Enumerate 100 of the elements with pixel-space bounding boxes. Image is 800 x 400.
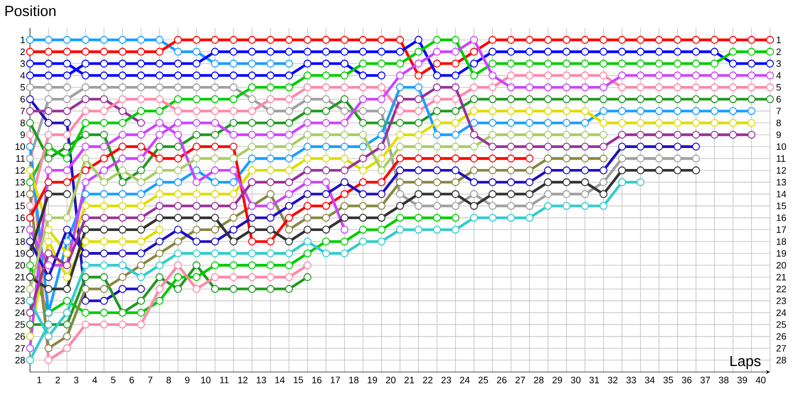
x-tick-label: 18 <box>349 376 359 384</box>
point <box>526 202 534 210</box>
point <box>230 118 238 127</box>
point <box>230 190 238 198</box>
point <box>211 249 219 258</box>
point <box>100 202 108 210</box>
point <box>470 178 478 186</box>
point <box>211 95 219 104</box>
point <box>63 285 71 293</box>
point <box>192 249 200 258</box>
point <box>156 154 164 162</box>
point <box>44 60 52 68</box>
point <box>248 238 256 246</box>
point <box>618 142 626 151</box>
point <box>414 214 422 222</box>
point <box>526 72 534 80</box>
point <box>118 190 126 198</box>
point <box>44 261 52 270</box>
point <box>211 190 219 198</box>
point <box>100 95 108 104</box>
x-tick-label: 19 <box>368 376 377 384</box>
point <box>636 107 644 115</box>
point <box>470 48 478 56</box>
point <box>100 285 108 293</box>
point <box>396 36 404 44</box>
point <box>266 178 274 186</box>
point <box>396 166 404 174</box>
point <box>488 154 496 162</box>
point <box>581 95 589 104</box>
point <box>100 154 108 162</box>
point <box>507 118 515 127</box>
point <box>748 83 756 92</box>
point <box>488 83 496 92</box>
x-tick-label: 34 <box>644 376 655 384</box>
point <box>266 202 274 210</box>
point <box>340 190 348 198</box>
point <box>285 36 293 44</box>
point <box>137 320 145 328</box>
point <box>674 118 682 127</box>
point <box>82 226 90 234</box>
point <box>82 60 90 68</box>
point <box>266 95 274 104</box>
point <box>26 344 34 352</box>
point <box>433 83 441 92</box>
x-tick-label: 27 <box>516 376 525 384</box>
point <box>340 166 348 174</box>
point <box>118 202 126 210</box>
point <box>600 118 608 127</box>
point <box>526 178 534 186</box>
point <box>414 154 422 162</box>
y-tick-label: 15 <box>16 202 25 210</box>
point <box>26 154 34 162</box>
point <box>600 178 608 186</box>
point <box>44 226 52 234</box>
point <box>174 36 182 44</box>
point <box>359 214 367 222</box>
point <box>285 226 293 234</box>
y2-tick-label: 16 <box>776 214 786 222</box>
point <box>766 60 774 68</box>
point <box>156 273 164 282</box>
point <box>100 296 108 305</box>
point <box>63 273 71 282</box>
point <box>266 249 274 258</box>
point <box>44 142 52 151</box>
point <box>414 226 422 234</box>
x-tick-label: 35 <box>663 376 674 384</box>
point <box>137 249 145 258</box>
point <box>230 36 238 44</box>
point <box>322 178 330 186</box>
y2-tick-label: 27 <box>776 345 786 352</box>
point <box>304 130 312 139</box>
point <box>359 226 367 234</box>
point <box>433 95 441 104</box>
point <box>26 202 34 210</box>
point <box>488 214 496 222</box>
point <box>44 95 52 104</box>
point <box>118 118 126 127</box>
point <box>488 190 496 198</box>
point <box>581 60 589 68</box>
point <box>655 60 663 68</box>
y-tick-label: 13 <box>16 178 25 186</box>
point <box>156 36 164 44</box>
point <box>470 83 478 92</box>
point <box>433 166 441 174</box>
point <box>26 107 34 115</box>
point <box>544 95 552 104</box>
point <box>230 83 238 92</box>
point <box>192 36 200 44</box>
point <box>488 95 496 104</box>
point <box>156 285 164 293</box>
point <box>544 166 552 174</box>
point <box>63 107 71 115</box>
point <box>63 238 71 246</box>
point <box>378 238 386 246</box>
point <box>322 214 330 222</box>
point <box>100 142 108 151</box>
point <box>507 83 515 92</box>
point <box>137 308 145 317</box>
point <box>414 130 422 139</box>
point <box>581 130 589 139</box>
